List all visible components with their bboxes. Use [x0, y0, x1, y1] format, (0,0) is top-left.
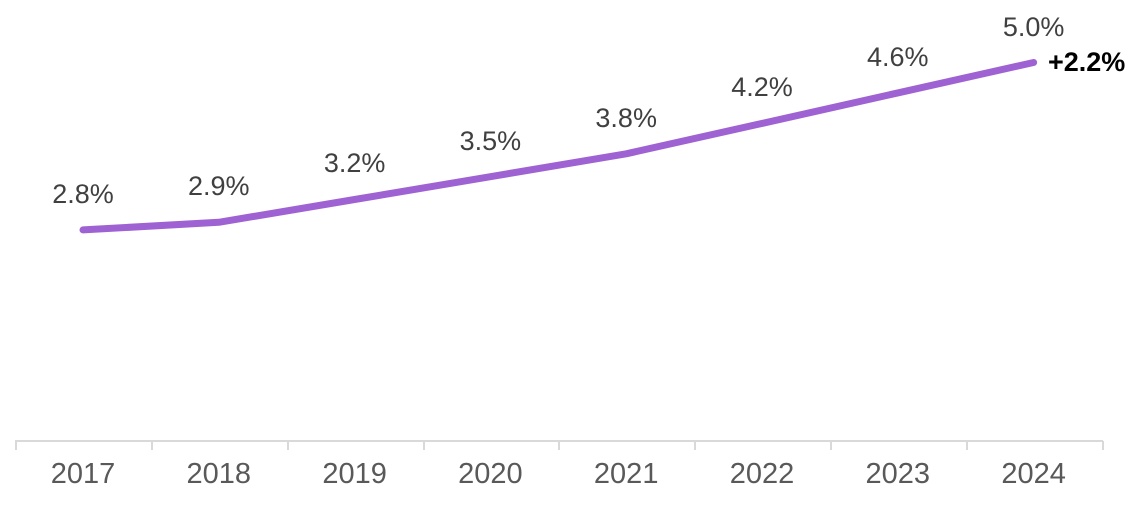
x-axis-tick — [1101, 441, 1104, 450]
data-label: 3.5% — [459, 125, 522, 156]
x-axis-label: 2022 — [729, 458, 795, 490]
x-axis-label: 2017 — [50, 458, 116, 490]
x-axis-label: 2021 — [593, 458, 659, 490]
x-axis-tick — [965, 441, 968, 450]
data-label: 5.0% — [1002, 11, 1065, 42]
x-axis-tick — [15, 441, 18, 450]
x-axis-label: 2023 — [865, 458, 931, 490]
data-label: 3.2% — [323, 148, 386, 179]
data-label: 4.6% — [867, 41, 929, 72]
x-axis-label: 2024 — [1001, 458, 1066, 490]
x-axis-tick — [694, 441, 697, 450]
x-axis-tick — [150, 441, 153, 450]
x-axis-tick — [286, 441, 289, 450]
x-axis-label: 2019 — [322, 458, 387, 490]
x-axis-label: 2018 — [186, 458, 252, 490]
x-axis-tick — [558, 441, 561, 450]
total-change-annotation: +2.2% — [1048, 47, 1126, 77]
trend-line — [79, 59, 1038, 234]
data-label: 4.2% — [731, 72, 793, 103]
x-axis-label: 2020 — [458, 458, 523, 490]
x-axis-tick — [829, 441, 832, 450]
data-label: 3.8% — [595, 102, 657, 133]
data-label: 2.8% — [52, 178, 114, 209]
x-axis-tick — [422, 441, 425, 450]
data-label: 2.9% — [188, 171, 250, 202]
